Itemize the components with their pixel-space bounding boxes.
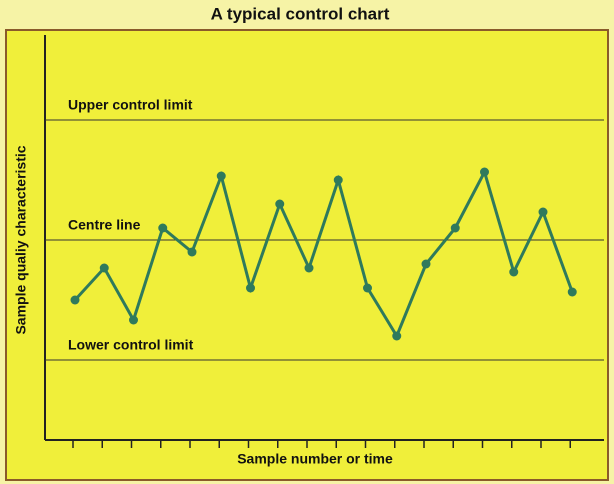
control-line-label: Centre line <box>68 217 141 233</box>
data-point <box>70 295 80 305</box>
data-point <box>421 259 431 269</box>
data-point <box>246 283 255 293</box>
data-point <box>158 223 168 233</box>
x-axis-label: Sample number or time <box>237 451 393 467</box>
data-point <box>538 207 548 217</box>
data-point <box>450 223 460 233</box>
data-point <box>216 171 226 181</box>
y-axis-label: Sample qualiy characteristic <box>13 145 29 334</box>
data-point <box>363 283 372 293</box>
data-point <box>129 315 138 325</box>
data-point <box>567 287 577 297</box>
data-point <box>187 247 197 257</box>
data-point <box>99 263 109 273</box>
series-line <box>73 168 574 340</box>
control-line-label: Upper control limit <box>68 97 193 113</box>
control-line-label: Lower control limit <box>68 337 194 353</box>
data-point <box>392 331 402 341</box>
data-point <box>333 175 343 185</box>
data-point <box>509 267 519 277</box>
data-point <box>480 167 489 177</box>
data-point <box>304 263 314 273</box>
data-point <box>275 199 285 209</box>
chart-title: A typical control chart <box>211 4 390 23</box>
